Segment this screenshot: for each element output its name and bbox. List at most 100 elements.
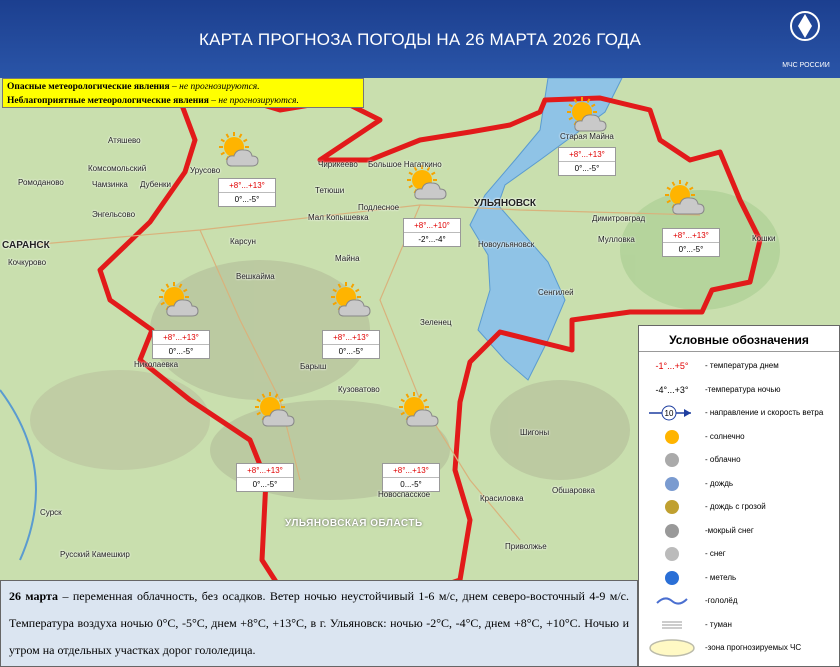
legend-text: - дождь с грозой [705, 502, 766, 511]
place-label: УЛЬЯНОВСК [474, 198, 537, 209]
place-label: Энгельсово [92, 210, 136, 219]
legend-text: - снег [705, 549, 726, 558]
legend-item: 10 - направление и скорость ветра [639, 403, 839, 423]
legend-text: - дождь [705, 478, 734, 488]
weather-icon [567, 97, 607, 132]
place-label: Тетюши [315, 186, 345, 195]
sun-ray [160, 288, 165, 293]
sun-ray [591, 103, 596, 108]
sun-ray [332, 301, 337, 306]
place-label: Дубенки [140, 180, 172, 189]
day-temperature: +8°...+13° [559, 148, 615, 162]
sun-ray [350, 283, 355, 288]
place-label: Новоспасское [378, 490, 431, 499]
place-label: Приволжье [505, 542, 547, 551]
sun-ray [261, 393, 266, 398]
place-label: Кочкурово [8, 258, 47, 267]
forecast-box: +8°...+13° 0°...-5° [662, 228, 720, 257]
sun-ray [405, 393, 410, 398]
sun-ray [160, 301, 165, 306]
day-temperature: +8°...+13° [237, 464, 293, 478]
legend-icon [665, 453, 679, 467]
place-label: Чамзинка [92, 180, 128, 189]
logo-text: МЧС РОССИИ [782, 62, 830, 69]
place-label: Красиловка [480, 494, 524, 503]
forecast-box: +8°...+13° 0°...-5° [558, 147, 616, 176]
wind-arrow: 10 [649, 405, 691, 421]
legend-symbol-text: -4°...+3° [655, 384, 689, 395]
weather-icon [255, 392, 295, 427]
sun-ray [426, 166, 431, 171]
legend-symbol [643, 427, 701, 447]
legend-symbol-text: -1°...+5° [655, 361, 689, 371]
cloud [672, 197, 705, 215]
legend-symbol [643, 450, 701, 470]
cloud [406, 409, 439, 427]
place-label: Кузоватово [338, 385, 380, 394]
sun-ray [225, 133, 230, 138]
sun-ray [413, 166, 418, 171]
place-label: Вешкайма [236, 272, 275, 281]
icon-shape [665, 500, 679, 514]
day-temperature: +8°...+13° [153, 331, 209, 345]
night-temperature: -2°...-4° [418, 235, 446, 244]
place-label: Шигоны [520, 428, 550, 437]
legend-symbol [643, 521, 701, 541]
legend-symbol [643, 615, 701, 635]
sun-ray [408, 184, 413, 189]
icon-shape [665, 476, 679, 491]
legend-text: - туман [705, 619, 732, 629]
legend-text: - солнечно [705, 431, 745, 441]
icon-shape [665, 453, 679, 467]
legend-text: - облачно [705, 455, 741, 464]
sun-ray [337, 283, 342, 288]
legend-text: -температура ночью [705, 384, 781, 394]
icon-shape [665, 523, 679, 538]
header: КАРТА ПРОГНОЗА ПОГОДЫ НА 26 МАРТА 2026 Г… [0, 0, 840, 78]
legend-symbol: -4°...+3° [643, 380, 701, 400]
legend-item: -1°...+5° - температура днем [639, 356, 839, 376]
sun-ray [423, 398, 428, 403]
legend-text: - метель [705, 572, 737, 582]
legend-icon [665, 500, 679, 514]
place-label: Чирикеево [318, 160, 358, 169]
warning-line: Неблагоприятные метеорологические явлени… [7, 94, 359, 108]
sun-ray [274, 393, 279, 398]
cloud [226, 149, 259, 167]
wind-speed: 10 [665, 409, 674, 418]
legend-title: Условные обозначения [639, 326, 839, 352]
place-label: Урусово [190, 166, 221, 175]
place-label: Сенгилей [538, 288, 574, 297]
day-temperature: +8°...+13° [323, 331, 379, 345]
cloud [262, 409, 295, 427]
place-label: УЛЬЯНОВСКАЯ ОБЛАСТЬ [285, 518, 423, 529]
sun-ray [332, 288, 337, 293]
legend-icon [656, 597, 688, 605]
legend-item: -гололёд [639, 591, 839, 611]
sun-ray [418, 393, 423, 398]
sun-ray [256, 398, 261, 403]
summary: 26 марта – переменная облачность, без ос… [0, 580, 638, 667]
night-temperature: 0°...-5° [678, 245, 704, 254]
legend-item: - туман [639, 615, 839, 635]
legend: Условные обозначения -1°...+5° - температ… [638, 325, 840, 667]
place-label: Сурск [40, 508, 62, 517]
legend-item: - снег [639, 544, 839, 564]
day-temperature: +8°...+13° [219, 179, 275, 193]
warnings: Опасные метеорологические явления – не п… [2, 78, 364, 108]
warning-text: – не прогнозируются. [172, 82, 260, 92]
place-label: Ромоданово [18, 178, 64, 187]
arrow-head [684, 409, 691, 417]
cloud [414, 182, 447, 200]
warning-label: Опасные метеорологические явления [7, 82, 170, 92]
sun-ray [431, 171, 436, 176]
sun-ray [586, 98, 591, 103]
sun-ray [279, 398, 284, 403]
legend-icon [665, 570, 679, 585]
place-label: Мулловка [598, 235, 635, 244]
day-temperature: +8°...+10° [404, 219, 460, 233]
hazard-zone [649, 639, 695, 657]
day-temperature: +8°...+13° [383, 464, 439, 478]
place-label: Майна [335, 254, 360, 263]
sun-ray [238, 133, 243, 138]
